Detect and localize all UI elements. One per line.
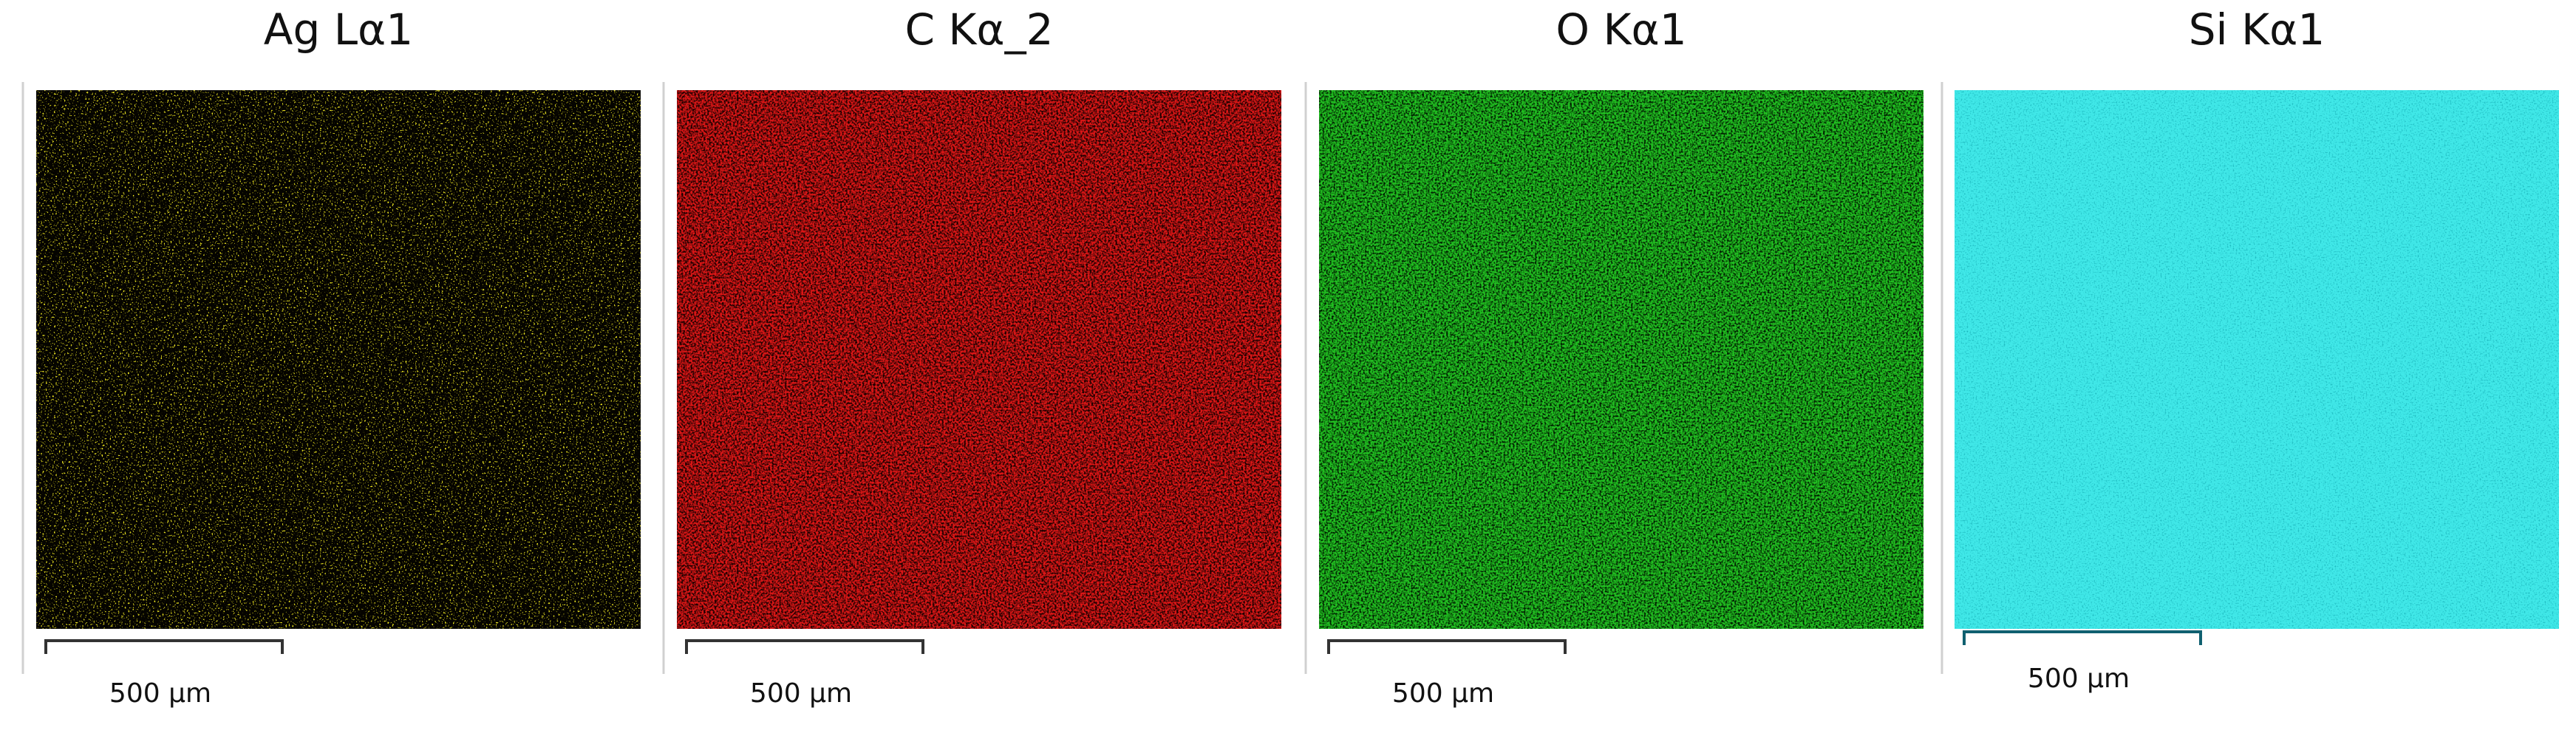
eds-panel: C Kα_2 500 µm <box>662 4 1281 709</box>
scale-label: 500 µm <box>750 678 852 709</box>
element-speckle <box>1955 90 2559 629</box>
element-speckle <box>36 90 641 629</box>
map-title: O Kα1 <box>1556 4 1686 55</box>
scale-bar <box>1963 630 2202 645</box>
eds-panel: Ag Lα1 500 µm <box>21 4 641 709</box>
eds-panel: O Kα1 500 µm <box>1304 4 1924 709</box>
scale-bar <box>685 639 924 654</box>
scale-bar <box>44 639 284 654</box>
map-title: Si Kα1 <box>2189 4 2325 55</box>
map-title: Ag Lα1 <box>264 4 413 55</box>
scale-bar <box>1327 639 1567 654</box>
eds-panel: Si Kα1 500 µm <box>1940 4 2559 694</box>
element-speckle <box>677 90 1281 629</box>
map-title: C Kα_2 <box>904 4 1053 55</box>
scale-label: 500 µm <box>109 678 211 709</box>
scale-label: 500 µm <box>2028 664 2130 694</box>
element-speckle <box>1319 90 1924 629</box>
scale-label: 500 µm <box>1392 678 1494 709</box>
